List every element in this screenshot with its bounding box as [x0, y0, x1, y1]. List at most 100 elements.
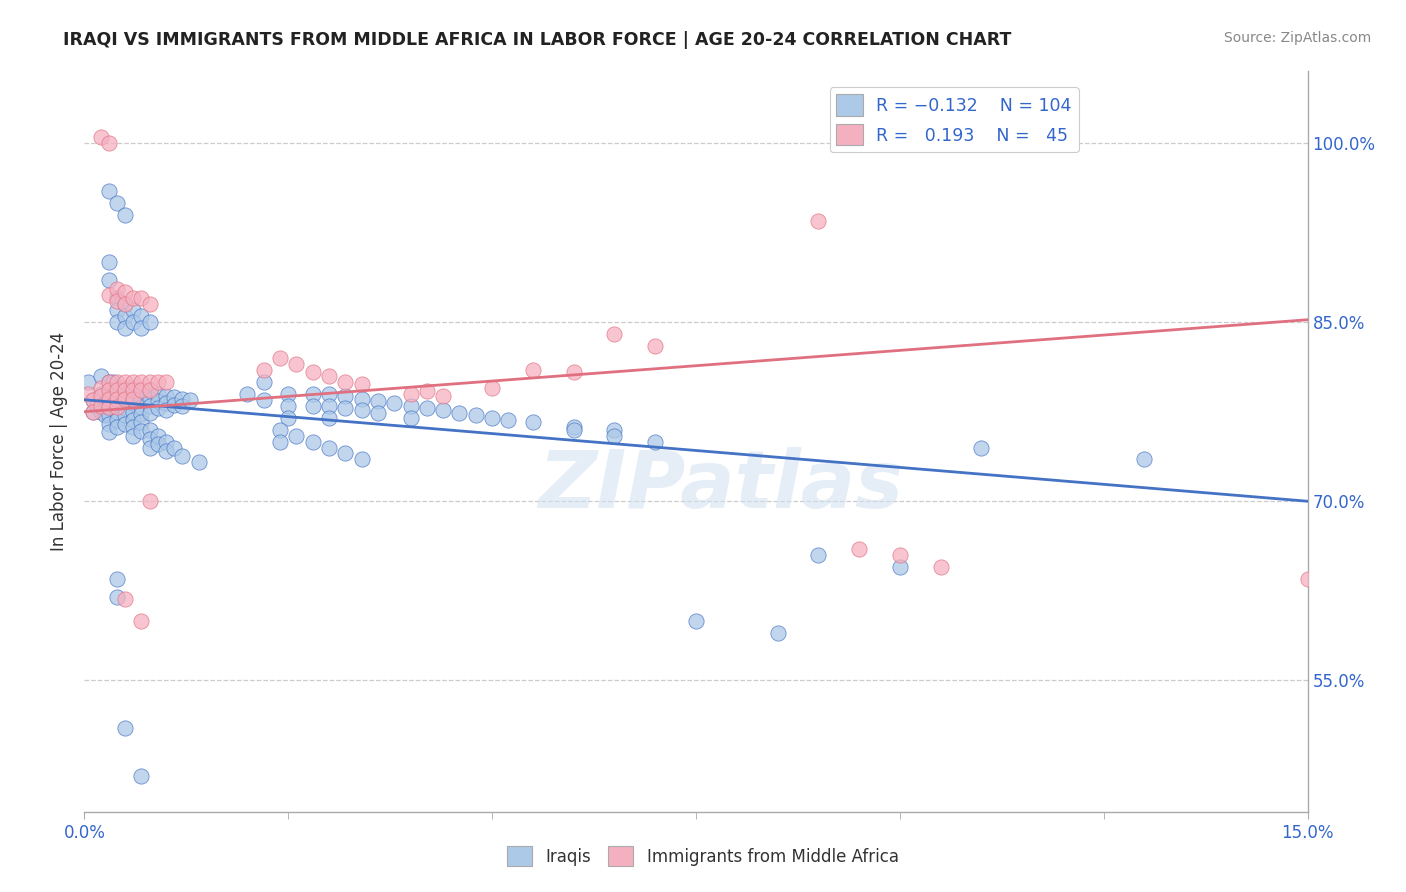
- Point: [335, 389, 357, 403]
- Point: [449, 406, 471, 420]
- Point: [318, 399, 340, 413]
- Point: [187, 455, 209, 469]
- Point: [848, 541, 870, 556]
- Point: [138, 384, 160, 399]
- Point: [105, 389, 128, 403]
- Point: [155, 396, 177, 410]
- Point: [138, 423, 160, 437]
- Point: [269, 434, 291, 449]
- Point: [105, 195, 128, 210]
- Point: [318, 368, 340, 383]
- Point: [236, 386, 259, 401]
- Point: [562, 423, 585, 437]
- Point: [114, 592, 136, 607]
- Point: [97, 400, 120, 414]
- Point: [105, 400, 128, 414]
- Point: [131, 321, 153, 335]
- Point: [350, 392, 373, 406]
- Point: [253, 392, 276, 407]
- Point: [122, 381, 145, 395]
- Point: [301, 399, 323, 413]
- Point: [90, 405, 112, 419]
- Point: [318, 441, 340, 455]
- Point: [146, 437, 169, 451]
- Point: [122, 428, 145, 442]
- Point: [90, 399, 112, 413]
- Point: [179, 392, 201, 407]
- Point: [335, 446, 357, 460]
- Point: [97, 425, 120, 439]
- Point: [399, 386, 422, 401]
- Point: [562, 420, 585, 434]
- Point: [155, 444, 177, 458]
- Point: [603, 423, 626, 437]
- Point: [82, 405, 104, 419]
- Point: [350, 377, 373, 392]
- Point: [277, 386, 299, 401]
- Point: [77, 386, 100, 401]
- Point: [101, 375, 124, 389]
- Point: [367, 406, 389, 420]
- Point: [114, 392, 136, 407]
- Point: [90, 381, 112, 395]
- Point: [86, 399, 108, 413]
- Point: [350, 403, 373, 417]
- Point: [253, 375, 276, 389]
- Legend: Iraqis, Immigrants from Middle Africa: Iraqis, Immigrants from Middle Africa: [501, 839, 905, 873]
- Point: [163, 390, 186, 404]
- Point: [644, 339, 666, 353]
- Point: [522, 363, 544, 377]
- Point: [685, 614, 707, 628]
- Point: [138, 392, 160, 406]
- Point: [416, 401, 439, 416]
- Point: [807, 548, 830, 562]
- Point: [155, 375, 177, 389]
- Point: [101, 392, 124, 407]
- Point: [77, 375, 100, 389]
- Point: [562, 365, 585, 379]
- Point: [105, 405, 128, 419]
- Point: [335, 401, 357, 416]
- Point: [155, 403, 177, 417]
- Point: [399, 410, 422, 425]
- Point: [105, 572, 128, 586]
- Point: [146, 386, 169, 401]
- Point: [146, 428, 169, 442]
- Point: [105, 381, 128, 395]
- Point: [382, 396, 405, 410]
- Point: [114, 375, 136, 389]
- Point: [432, 403, 454, 417]
- Point: [93, 409, 115, 423]
- Point: [114, 392, 136, 406]
- Point: [114, 297, 136, 311]
- Point: [970, 441, 993, 455]
- Point: [172, 392, 194, 406]
- Point: [131, 407, 153, 421]
- Point: [105, 282, 128, 296]
- Point: [138, 441, 160, 455]
- Point: [101, 386, 124, 401]
- Point: [138, 432, 160, 446]
- Point: [131, 309, 153, 323]
- Point: [97, 392, 120, 406]
- Point: [122, 315, 145, 329]
- Point: [122, 413, 145, 427]
- Point: [163, 397, 186, 411]
- Point: [82, 392, 104, 407]
- Point: [138, 315, 160, 329]
- Point: [114, 321, 136, 335]
- Point: [122, 420, 145, 434]
- Point: [138, 383, 160, 397]
- Point: [172, 399, 194, 413]
- Point: [114, 381, 136, 395]
- Point: [114, 721, 136, 735]
- Point: [105, 413, 128, 427]
- Point: [522, 416, 544, 430]
- Point: [122, 303, 145, 318]
- Point: [97, 375, 120, 389]
- Point: [97, 255, 120, 269]
- Point: [131, 416, 153, 430]
- Point: [114, 386, 136, 401]
- Point: [114, 401, 136, 416]
- Text: Source: ZipAtlas.com: Source: ZipAtlas.com: [1223, 31, 1371, 45]
